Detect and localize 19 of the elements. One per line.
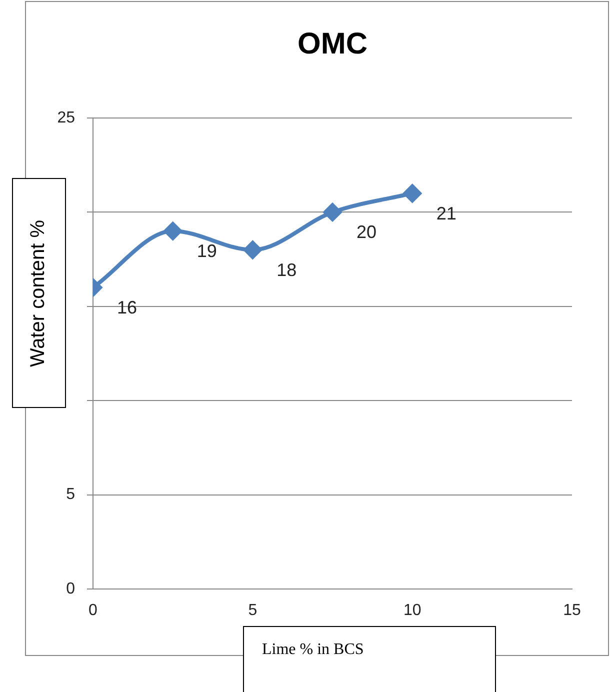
data-label: 18 xyxy=(276,260,297,280)
point xyxy=(324,203,342,222)
data-label: 21 xyxy=(436,203,456,224)
y-tick-label: 25 xyxy=(57,109,76,126)
x-axis-title: Lime % in BCS xyxy=(243,626,496,692)
x-tick-label: 5 xyxy=(248,602,258,620)
y-axis-title: Water content % xyxy=(28,219,50,367)
y-tick-label: 0 xyxy=(66,580,76,598)
point xyxy=(403,184,422,202)
data-label: 20 xyxy=(356,222,377,242)
y-tick-label: 5 xyxy=(66,486,76,504)
data-label: 19 xyxy=(196,241,217,262)
x-tick-label: 0 xyxy=(88,602,98,620)
x-tick-label: 15 xyxy=(563,602,581,620)
x-tick-label: 10 xyxy=(403,602,422,620)
chart-title: OMC xyxy=(298,27,368,60)
point xyxy=(164,222,182,240)
point xyxy=(244,240,262,259)
data-label: 16 xyxy=(117,298,138,318)
